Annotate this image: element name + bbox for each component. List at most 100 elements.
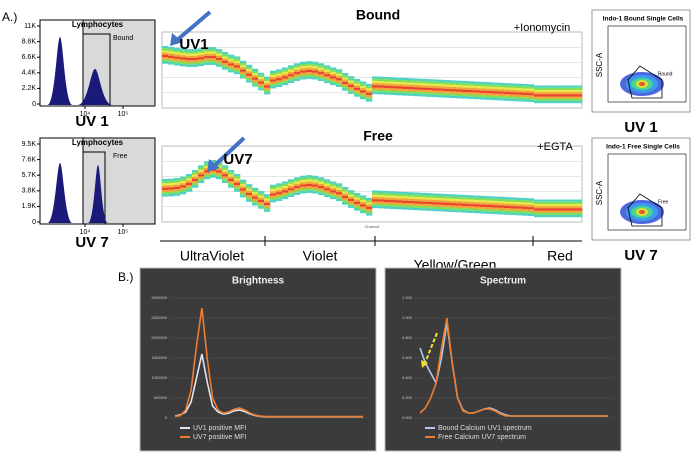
heatmap-cell [306, 65, 313, 68]
heatmap-cell [558, 206, 565, 209]
heatmap-cell [558, 214, 565, 218]
heatmap-cell [426, 92, 433, 95]
heatmap-cell [444, 82, 451, 85]
y-tick-label: 4.4K [22, 70, 37, 77]
heatmap-cell [450, 80, 457, 83]
panel-label: B.) [118, 270, 133, 284]
heatmap-cell [246, 71, 253, 74]
heatmap-cell [264, 76, 271, 80]
heatmap-cell [258, 195, 265, 198]
heatmap-cell [438, 198, 445, 201]
heatmap-cell [336, 183, 343, 186]
heatmap-cell [456, 80, 463, 83]
heatmap-cell [426, 90, 433, 93]
arrow-head [170, 33, 183, 46]
heatmap-cell [258, 191, 265, 194]
heatmap-cell [426, 197, 433, 200]
heatmap-cell [420, 89, 427, 93]
y-tick-label: 3000000 [151, 295, 167, 300]
heatmap-cell [312, 180, 319, 183]
heatmap-cell [198, 54, 205, 58]
heatmap-cell [414, 91, 421, 95]
y-tick-label: 5.7K [22, 172, 37, 179]
heatmap-cell [240, 76, 247, 79]
heatmap-cell [300, 177, 307, 181]
gate-label: Free [113, 153, 128, 160]
y-tick-label: 2500000 [151, 315, 167, 320]
heatmap-cell [456, 203, 463, 206]
heatmap-cell [336, 82, 343, 85]
heatmap-cell [390, 206, 397, 210]
heatmap-cell [222, 58, 229, 61]
heatmap-cell [252, 198, 259, 202]
heatmap-cell [468, 208, 475, 211]
heatmap-cell [228, 61, 235, 64]
heatmap-cell [312, 63, 319, 67]
heatmap-cell [228, 174, 235, 177]
heatmap-cell [444, 80, 451, 83]
heatmap-cell [504, 89, 511, 92]
heatmap-cell [324, 181, 331, 184]
heatmap-cell [168, 53, 175, 56]
heatmap-cell [450, 91, 457, 94]
heatmap-cell [198, 171, 205, 175]
heatmap-cell [510, 203, 517, 207]
heatmap-cell [234, 56, 241, 59]
heatmap-cell [216, 172, 223, 175]
heatmap-cell [282, 80, 289, 83]
y-tick-label: 0.800 [402, 335, 413, 340]
heatmap-cell [342, 200, 349, 203]
heatmap-cell [264, 200, 271, 204]
heatmap-cell [294, 190, 301, 193]
heatmap-cell [282, 196, 289, 200]
cell-cloud [639, 210, 645, 214]
heatmap-cell [372, 76, 379, 79]
heatmap-cell [174, 58, 181, 62]
heatmap-cell [456, 210, 463, 213]
heatmap-cell [576, 208, 583, 211]
heatmap-cell [246, 80, 253, 83]
heatmap-cell [522, 95, 529, 98]
heatmap-cell [576, 87, 583, 91]
heatmap-cell [450, 200, 457, 204]
heatmap-cell [300, 184, 307, 187]
heatmap-cell [252, 70, 259, 74]
heatmap-cell [270, 186, 277, 190]
heatmap-cell [498, 84, 505, 88]
heatmap-cell [570, 208, 577, 211]
y-tick-label: 0.000 [402, 415, 413, 420]
heatmap-cell [540, 96, 547, 99]
heatmap-cell [510, 85, 517, 88]
heatmap-cell [330, 194, 337, 197]
legend-label: UV7 positive MFI [193, 434, 246, 441]
heatmap-cell [234, 58, 241, 62]
heatmap-cell [162, 52, 169, 55]
heatmap-cell [480, 204, 487, 207]
heatmap-cell [336, 84, 343, 88]
heatmap-cell [450, 196, 457, 199]
heatmap-cell [270, 193, 277, 196]
heatmap-cell [186, 55, 193, 59]
heatmap-cell [546, 199, 553, 202]
heatmap-cell [246, 184, 253, 187]
heatmap-cell [330, 82, 337, 86]
heatmap-cell [570, 87, 577, 91]
heatmap-cell [426, 208, 433, 211]
heatmap-cell [534, 210, 541, 213]
heatmap-cell [384, 202, 391, 205]
heatmap-cell [396, 196, 403, 199]
heatmap-cell [432, 88, 439, 91]
heatmap-cell [228, 183, 235, 186]
y-tick-label: 1.9K [22, 203, 37, 210]
heatmap-cell [180, 178, 187, 182]
heatmap-cell [198, 52, 205, 56]
heatmap-cell [534, 214, 541, 218]
heatmap-cell [468, 210, 475, 213]
heatmap-cell [438, 81, 445, 85]
heatmap-cell [558, 87, 565, 91]
heatmap-cell [282, 71, 289, 75]
heatmap-cell [318, 69, 325, 73]
heatmap-cell [474, 206, 481, 209]
heatmap-cell [330, 183, 337, 186]
heatmap-cell [432, 83, 439, 87]
